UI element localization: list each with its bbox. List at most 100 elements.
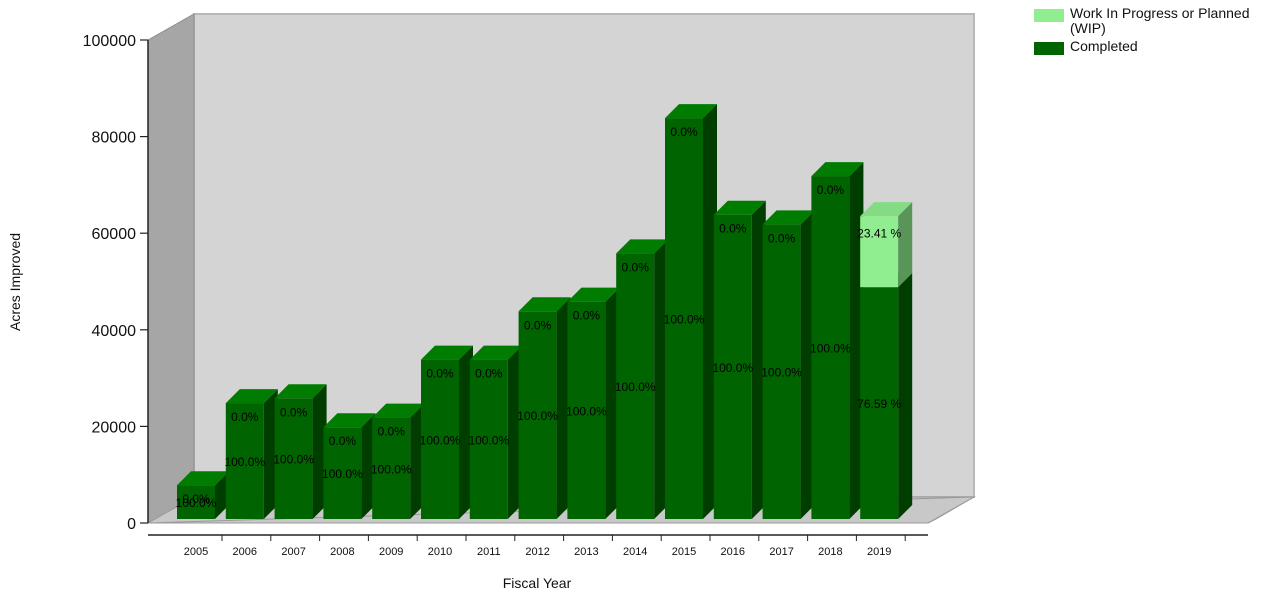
bar-completed	[665, 104, 717, 520]
bar-front	[421, 359, 459, 519]
bar-top	[811, 162, 864, 177]
data-label-completed: 100.0%	[810, 342, 851, 356]
y-tick-label: 100000	[83, 33, 136, 50]
bar-side	[751, 200, 766, 519]
bar-front	[665, 118, 703, 520]
bar-side	[605, 287, 620, 519]
legend-label-completed: Completed	[1070, 38, 1138, 54]
data-label-completed: 76.59 %	[857, 397, 901, 411]
data-label-completed: 100.0%	[517, 409, 558, 423]
x-tick-label: 2013	[574, 546, 598, 558]
bar-top	[225, 389, 278, 404]
chart-bars	[177, 104, 913, 520]
data-label-wip: 0.0%	[817, 183, 845, 197]
bar-completed	[274, 384, 327, 519]
chart-labels: 100.0%0.0%100.0%0.0%100.0%0.0%100.0%0.0%…	[176, 125, 902, 510]
bar-completed	[225, 389, 278, 519]
data-label-completed: 100.0%	[273, 453, 314, 467]
bar-completed	[372, 403, 425, 519]
legend-swatch-wip	[1034, 9, 1064, 22]
data-label-wip: 0.0%	[524, 318, 552, 332]
bar-side	[898, 202, 913, 288]
x-tick-label: 2006	[233, 546, 257, 558]
bar-front	[762, 224, 801, 519]
data-label-wip: 0.0%	[670, 125, 698, 139]
data-label-completed: 100.0%	[761, 366, 802, 380]
bar-completed	[469, 345, 522, 519]
bar-top	[177, 471, 229, 486]
bar-completed	[811, 162, 864, 519]
data-label-completed: 100.0%	[712, 361, 753, 375]
bar-front	[811, 176, 850, 519]
y-tick-label: 60000	[92, 226, 137, 243]
y-axis-title: Acres Improved	[7, 233, 23, 331]
bar-side	[507, 345, 522, 519]
bar-side	[263, 389, 278, 519]
x-tick-label: 2012	[525, 546, 549, 558]
y-tick-label: 20000	[92, 419, 137, 436]
bar-wip	[860, 202, 913, 288]
data-label-wip: 0.0%	[719, 222, 747, 236]
x-tick-label: 2007	[281, 546, 305, 558]
data-label-wip: 0.0%	[622, 260, 650, 274]
x-tick-label: 2017	[769, 546, 793, 558]
data-label-wip: 0.0%	[182, 492, 210, 506]
bar-side	[410, 403, 425, 519]
bar-completed	[177, 471, 229, 519]
data-label-completed: 100.0%	[566, 404, 607, 418]
bar-front	[860, 287, 899, 519]
bar-front	[323, 427, 362, 519]
data-label-completed: 100.0%	[371, 462, 412, 476]
bar-front	[518, 311, 557, 519]
legend: Work In Progress or Planned (WIP) Comple…	[1034, 6, 1279, 57]
data-label-completed: 100.0%	[615, 380, 656, 394]
data-label-completed: 100.0%	[176, 496, 217, 510]
bar-front	[469, 359, 508, 519]
data-label-wip: 0.0%	[280, 405, 308, 419]
bar-top	[713, 200, 766, 215]
x-tick-label: 2005	[184, 546, 208, 558]
bar-top	[469, 345, 522, 360]
bar-completed	[713, 200, 766, 519]
x-tick-label: 2015	[672, 546, 696, 558]
bar-front	[177, 485, 215, 519]
bar-top	[567, 287, 620, 302]
left-wall	[147, 13, 195, 524]
data-label-completed: 100.0%	[224, 455, 265, 469]
bar-top	[665, 104, 717, 119]
bar-side	[898, 273, 913, 519]
bar-side	[654, 239, 669, 519]
bar-front	[616, 253, 655, 519]
bar-side	[703, 104, 717, 520]
x-tick-label: 2009	[379, 546, 403, 558]
data-label-wip: 0.0%	[378, 425, 406, 439]
bar-side	[312, 384, 327, 519]
bar-top	[860, 202, 913, 217]
legend-item-completed: Completed	[1034, 38, 1279, 55]
bar-front	[567, 301, 606, 519]
bar-side	[215, 471, 229, 519]
data-label-completed: 100.0%	[322, 467, 363, 481]
bar-side	[849, 162, 864, 519]
x-tick-label: 2019	[867, 546, 891, 558]
bar-side	[800, 210, 815, 519]
data-label-completed: 100.0%	[420, 433, 461, 447]
bar-side	[361, 413, 376, 519]
data-label-completed: 100.0%	[468, 433, 509, 447]
data-label-wip: 23.41 %	[857, 227, 901, 241]
bar-completed	[762, 210, 815, 519]
legend-label-wip: Work In Progress or Planned (WIP)	[1070, 5, 1250, 36]
bar-top	[323, 413, 376, 428]
x-tick-label: 2016	[721, 546, 745, 558]
bar-top	[274, 384, 327, 399]
data-label-wip: 0.0%	[231, 410, 259, 424]
bar-top	[616, 239, 669, 254]
data-label-wip: 0.0%	[768, 231, 796, 245]
x-axis-title: Fiscal Year	[503, 575, 572, 591]
x-tick-label: 2018	[818, 546, 842, 558]
y-tick-label: 0	[127, 516, 136, 533]
bar-top	[372, 403, 425, 418]
bar-front	[860, 216, 899, 288]
bar-completed	[616, 239, 669, 519]
